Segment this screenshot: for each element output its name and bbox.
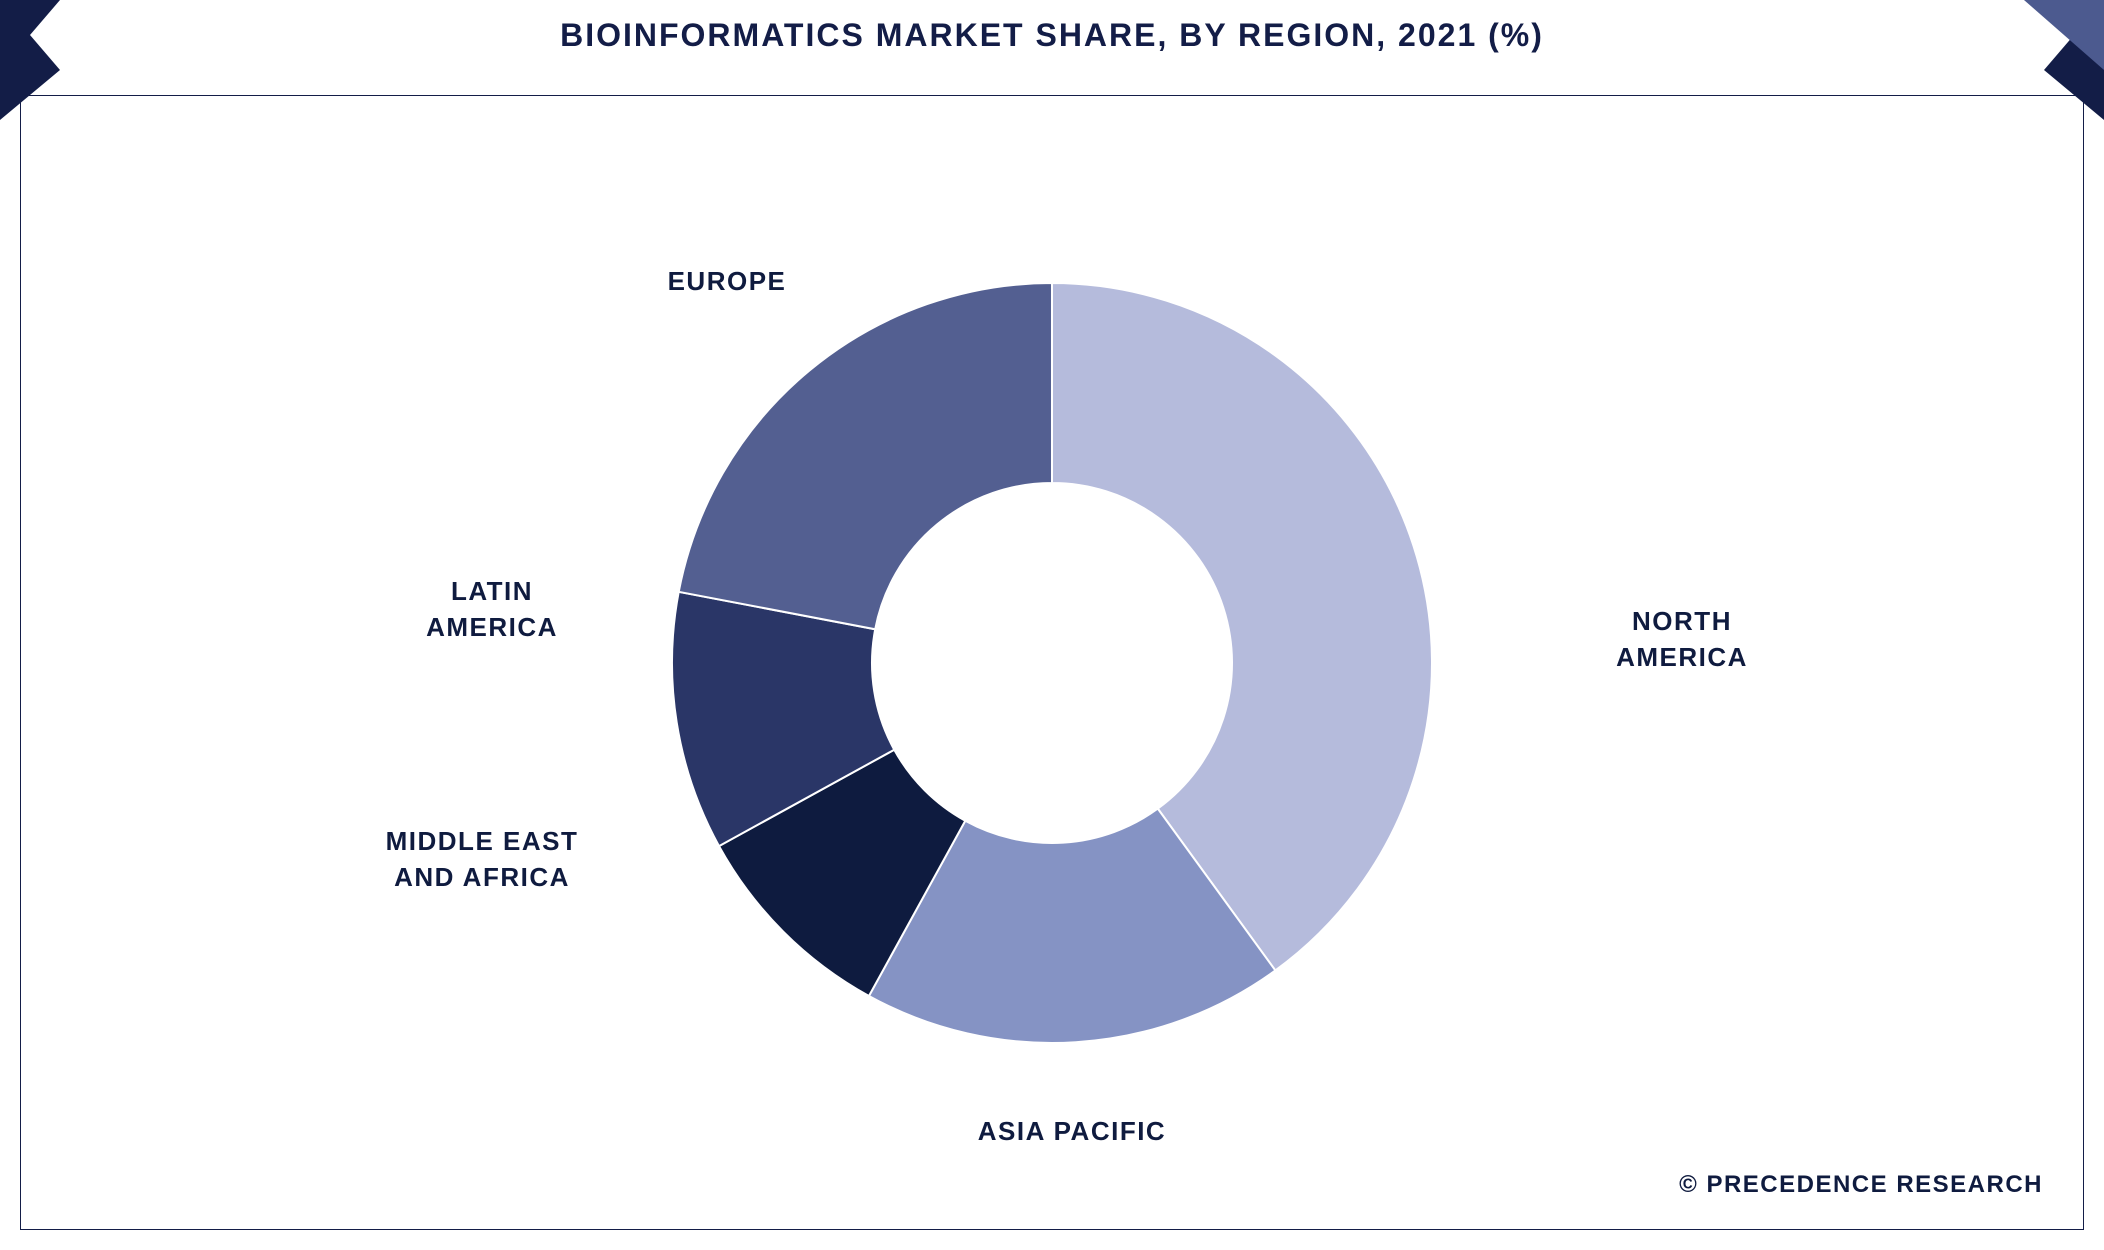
label-line: AND AFRICA xyxy=(394,862,570,892)
chart-frame: NORTH AMERICA ASIA PACIFIC MIDDLE EAST A… xyxy=(20,95,2084,1230)
decorative-corner-right-inner xyxy=(2024,0,2104,70)
label-line: EUROPE xyxy=(668,266,787,296)
label-line: MIDDLE EAST xyxy=(386,826,579,856)
header-band: BIOINFORMATICS MARKET SHARE, BY REGION, … xyxy=(0,0,2104,70)
label-latin-america: LATIN AMERICA xyxy=(412,573,572,646)
label-line: AMERICA xyxy=(426,612,558,642)
donut-slices-group xyxy=(672,283,1432,1043)
donut-chart-container: NORTH AMERICA ASIA PACIFIC MIDDLE EAST A… xyxy=(672,283,1432,1043)
label-line: LATIN xyxy=(451,576,533,606)
donut-chart-svg xyxy=(672,283,1432,1043)
label-line: ASIA PACIFIC xyxy=(978,1116,1166,1146)
title-ribbon: BIOINFORMATICS MARKET SHARE, BY REGION, … xyxy=(60,0,2044,70)
label-north-america: NORTH AMERICA xyxy=(1592,603,1772,676)
attribution-text: © PRECEDENCE RESEARCH xyxy=(1679,1171,2043,1199)
label-asia-pacific: ASIA PACIFIC xyxy=(962,1113,1182,1149)
label-middle-east-africa: MIDDLE EAST AND AFRICA xyxy=(372,823,592,896)
chart-title: BIOINFORMATICS MARKET SHARE, BY REGION, … xyxy=(560,17,1544,54)
label-line: AMERICA xyxy=(1616,642,1748,672)
donut-slice xyxy=(679,283,1052,629)
label-line: NORTH xyxy=(1632,606,1732,636)
label-europe: EUROPE xyxy=(652,263,802,299)
